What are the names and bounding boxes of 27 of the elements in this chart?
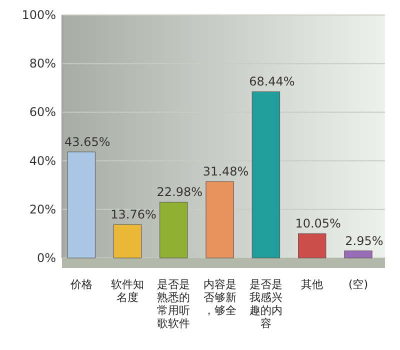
bar [298,233,326,258]
data-label: 2.95% [345,234,384,248]
y-tick-label: 0% [36,251,56,265]
data-label: 43.65% [64,134,110,149]
y-tick-label: 80% [29,56,56,71]
data-label: 13.76% [110,208,156,222]
x-tick-label: 价格 [69,278,92,291]
y-tick-label: 100% [22,8,56,22]
x-tick-label: (空) [348,278,368,291]
x-tick-label: 是否是我感兴趣的内容 [249,278,282,330]
x-tick-label: 软件知名度 [111,278,144,304]
data-label: 10.05% [295,216,341,231]
bar [67,152,96,258]
data-label: 68.44% [249,74,295,89]
x-tick-label: 内容是否够新，够全 [203,278,236,317]
y-tick-label: 40% [29,154,56,168]
x-tick-label: 是否是熟悉的常用听歌软件 [157,278,190,330]
bar [113,224,142,258]
bar [206,181,234,258]
bar [344,250,372,258]
x-tick-label: 其他 [301,278,324,291]
y-tick-label: 60% [29,105,56,120]
data-label: 22.98% [156,185,203,200]
y-tick-label: 20% [29,202,56,216]
bar [160,202,188,258]
data-label: 31.48% [202,164,249,179]
bar [252,91,280,258]
